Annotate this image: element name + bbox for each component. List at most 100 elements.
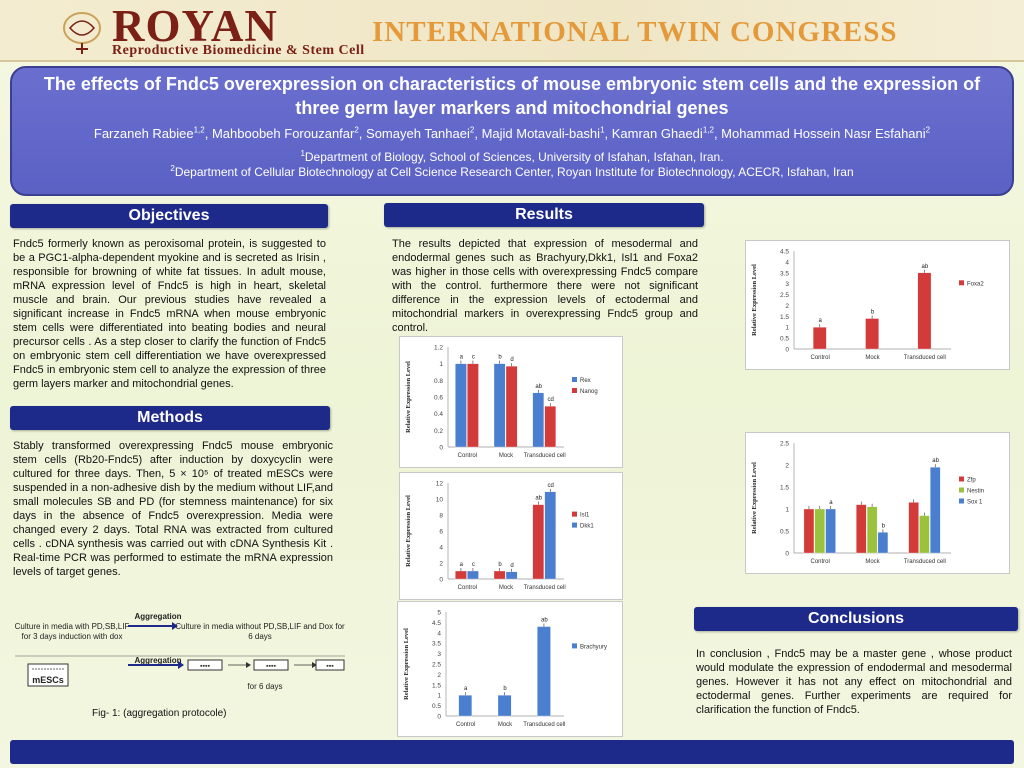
bar-zfp [856,504,867,554]
chart-ectoderm-svg: Relative Expression Level 0 0.5 1 1.5 2 2.5 Con… [751,441,984,566]
bar-foxa2 [813,327,827,350]
methods-text: Stably transformed overexpressing Fndc5 … [13,440,333,578]
author-affiliation-mark: 2 [469,125,475,135]
bar-nanog [505,366,518,448]
significance-label: a [818,318,822,324]
author-name: Mohammad Hossein Nasr Esfahani [721,126,926,141]
bar-isl1 [455,570,467,580]
legend-label: Brachyury [580,644,607,650]
author-affiliation-mark: 1,2 [702,125,714,135]
x-tick-label: Control [458,585,477,591]
bar-nanog [544,406,557,448]
fig-step1-text: Culture in media with PD,SB,LIF for 3 da… [14,622,130,641]
bar-foxa2 [917,272,932,350]
y-tick-label: 1 [785,325,789,332]
x-tick-label: Mock [865,559,880,565]
x-tick-label: Transduced cell [524,453,566,459]
significance-label: a [829,500,833,506]
bar-zfp [908,502,919,554]
legend-label: Dkk1 [580,524,594,530]
x-tick-label: Control [456,722,475,728]
legend-swatch [959,280,964,286]
y-tick-label: 0.4 [434,411,443,418]
y-tick-label: 3 [785,281,789,288]
svg-text:▪▪▪▪: ▪▪▪▪ [200,663,210,670]
conclusions-text: In conclusion , Fndc5 may be a master ge… [696,648,1012,716]
bar-nestin [814,508,825,554]
x-tick-label: Mock [498,722,513,728]
y-tick-label: 4.5 [780,249,789,256]
y-tick-label: 0.6 [434,395,443,402]
bar-brachyury [497,695,512,717]
y-tick-label: 12 [436,481,444,488]
y-axis-label: Relative Expression Level [403,628,410,700]
y-tick-label: 1.5 [432,682,441,689]
bar-isl1 [493,570,506,580]
y-tick-label: 1.2 [434,345,443,352]
bar-nanog [467,363,479,448]
significance-label: b [503,686,507,692]
affiliation-list: 1Department of Biology, School of Scienc… [12,150,1012,180]
x-tick-label: Control [810,355,829,361]
affiliation-line: 2Department of Cellular Biotechnology at… [12,165,1012,180]
title-panel: The effects of Fndc5 overexpression on c… [10,66,1014,196]
author-name: Somayeh Tanhaei [366,126,470,141]
y-tick-label: 2 [437,672,441,679]
significance-label: b [498,355,502,361]
legend-swatch [572,377,577,382]
congress-banner: ROYAN INTERNATIONAL TWIN CONGRESS Reprod… [0,0,1024,62]
legend-swatch [959,498,964,504]
x-tick-label: Control [458,453,477,459]
author-name: Kamran Ghaedi [611,126,703,141]
bar-isl1 [532,504,545,580]
chart-foxa2-svg: Relative Expression Level 0 0.5 1 1.5 2 2.5 3 3.… [751,249,984,362]
legend-label: Sox 1 [967,500,983,506]
significance-label: d [510,357,513,363]
significance-label: a [464,686,468,692]
y-tick-label: 0.5 [432,703,441,710]
author-affiliation-mark: 1,2 [193,125,205,135]
x-tick-label: Transduced cell [904,355,946,361]
y-tick-label: 0 [439,577,443,584]
banner-subtitle: Reproductive Biomedicine & Stem Cell [112,43,365,58]
poster-title: The effects of Fndc5 overexpression on c… [43,74,981,118]
legend-swatch [959,487,964,493]
affiliation-number: 2 [170,164,175,173]
legend-label: Nanog [580,389,598,395]
affiliation-line: 1Department of Biology, School of Scienc… [12,150,1012,165]
significance-label: d [510,563,513,569]
x-tick-label: Transduced cell [523,722,565,728]
y-tick-label: 2 [785,463,789,470]
y-tick-label: 0.5 [780,336,789,343]
y-tick-label: 2.5 [780,441,789,448]
arrow-right-icon [128,622,178,630]
y-axis-label: Relative Expression Level [751,264,758,336]
significance-label: c [472,355,475,361]
significance-label: cd [547,397,553,403]
objectives-text: Fndc5 formerly known as peroxisomal prot… [13,238,326,390]
significance-label: c [472,562,475,568]
aggregation-diagram: ▪▪▪▪ ▪▪▪▪ ▪▪▪ [15,655,345,687]
y-tick-label: 4 [437,630,441,637]
y-tick-label: 2 [439,561,443,568]
author-affiliation-mark: 2 [354,125,359,135]
author-affiliation-mark: 1 [600,125,605,135]
author-name: Mahboobeh Forouzanfar [211,126,355,141]
legend-label: Nestin [967,489,984,495]
x-tick-label: Transduced cell [904,559,946,565]
y-tick-label: 0 [785,551,789,558]
significance-label: ab [535,384,542,390]
royan-logo-icon [63,12,101,54]
x-tick-label: Mock [865,355,880,361]
significance-label: b [882,523,886,529]
significance-label: b [498,562,502,568]
legend-swatch [572,388,577,393]
y-tick-label: 4 [785,259,789,266]
fig-duration-label: for 6 days [247,682,283,691]
objectives-header: Objectives [10,204,328,228]
bar-sox-1 [825,508,836,554]
y-tick-label: 8 [439,513,443,520]
y-tick-label: 2 [785,303,789,310]
bar-dkk1 [467,570,479,580]
bar-rex [455,363,467,448]
